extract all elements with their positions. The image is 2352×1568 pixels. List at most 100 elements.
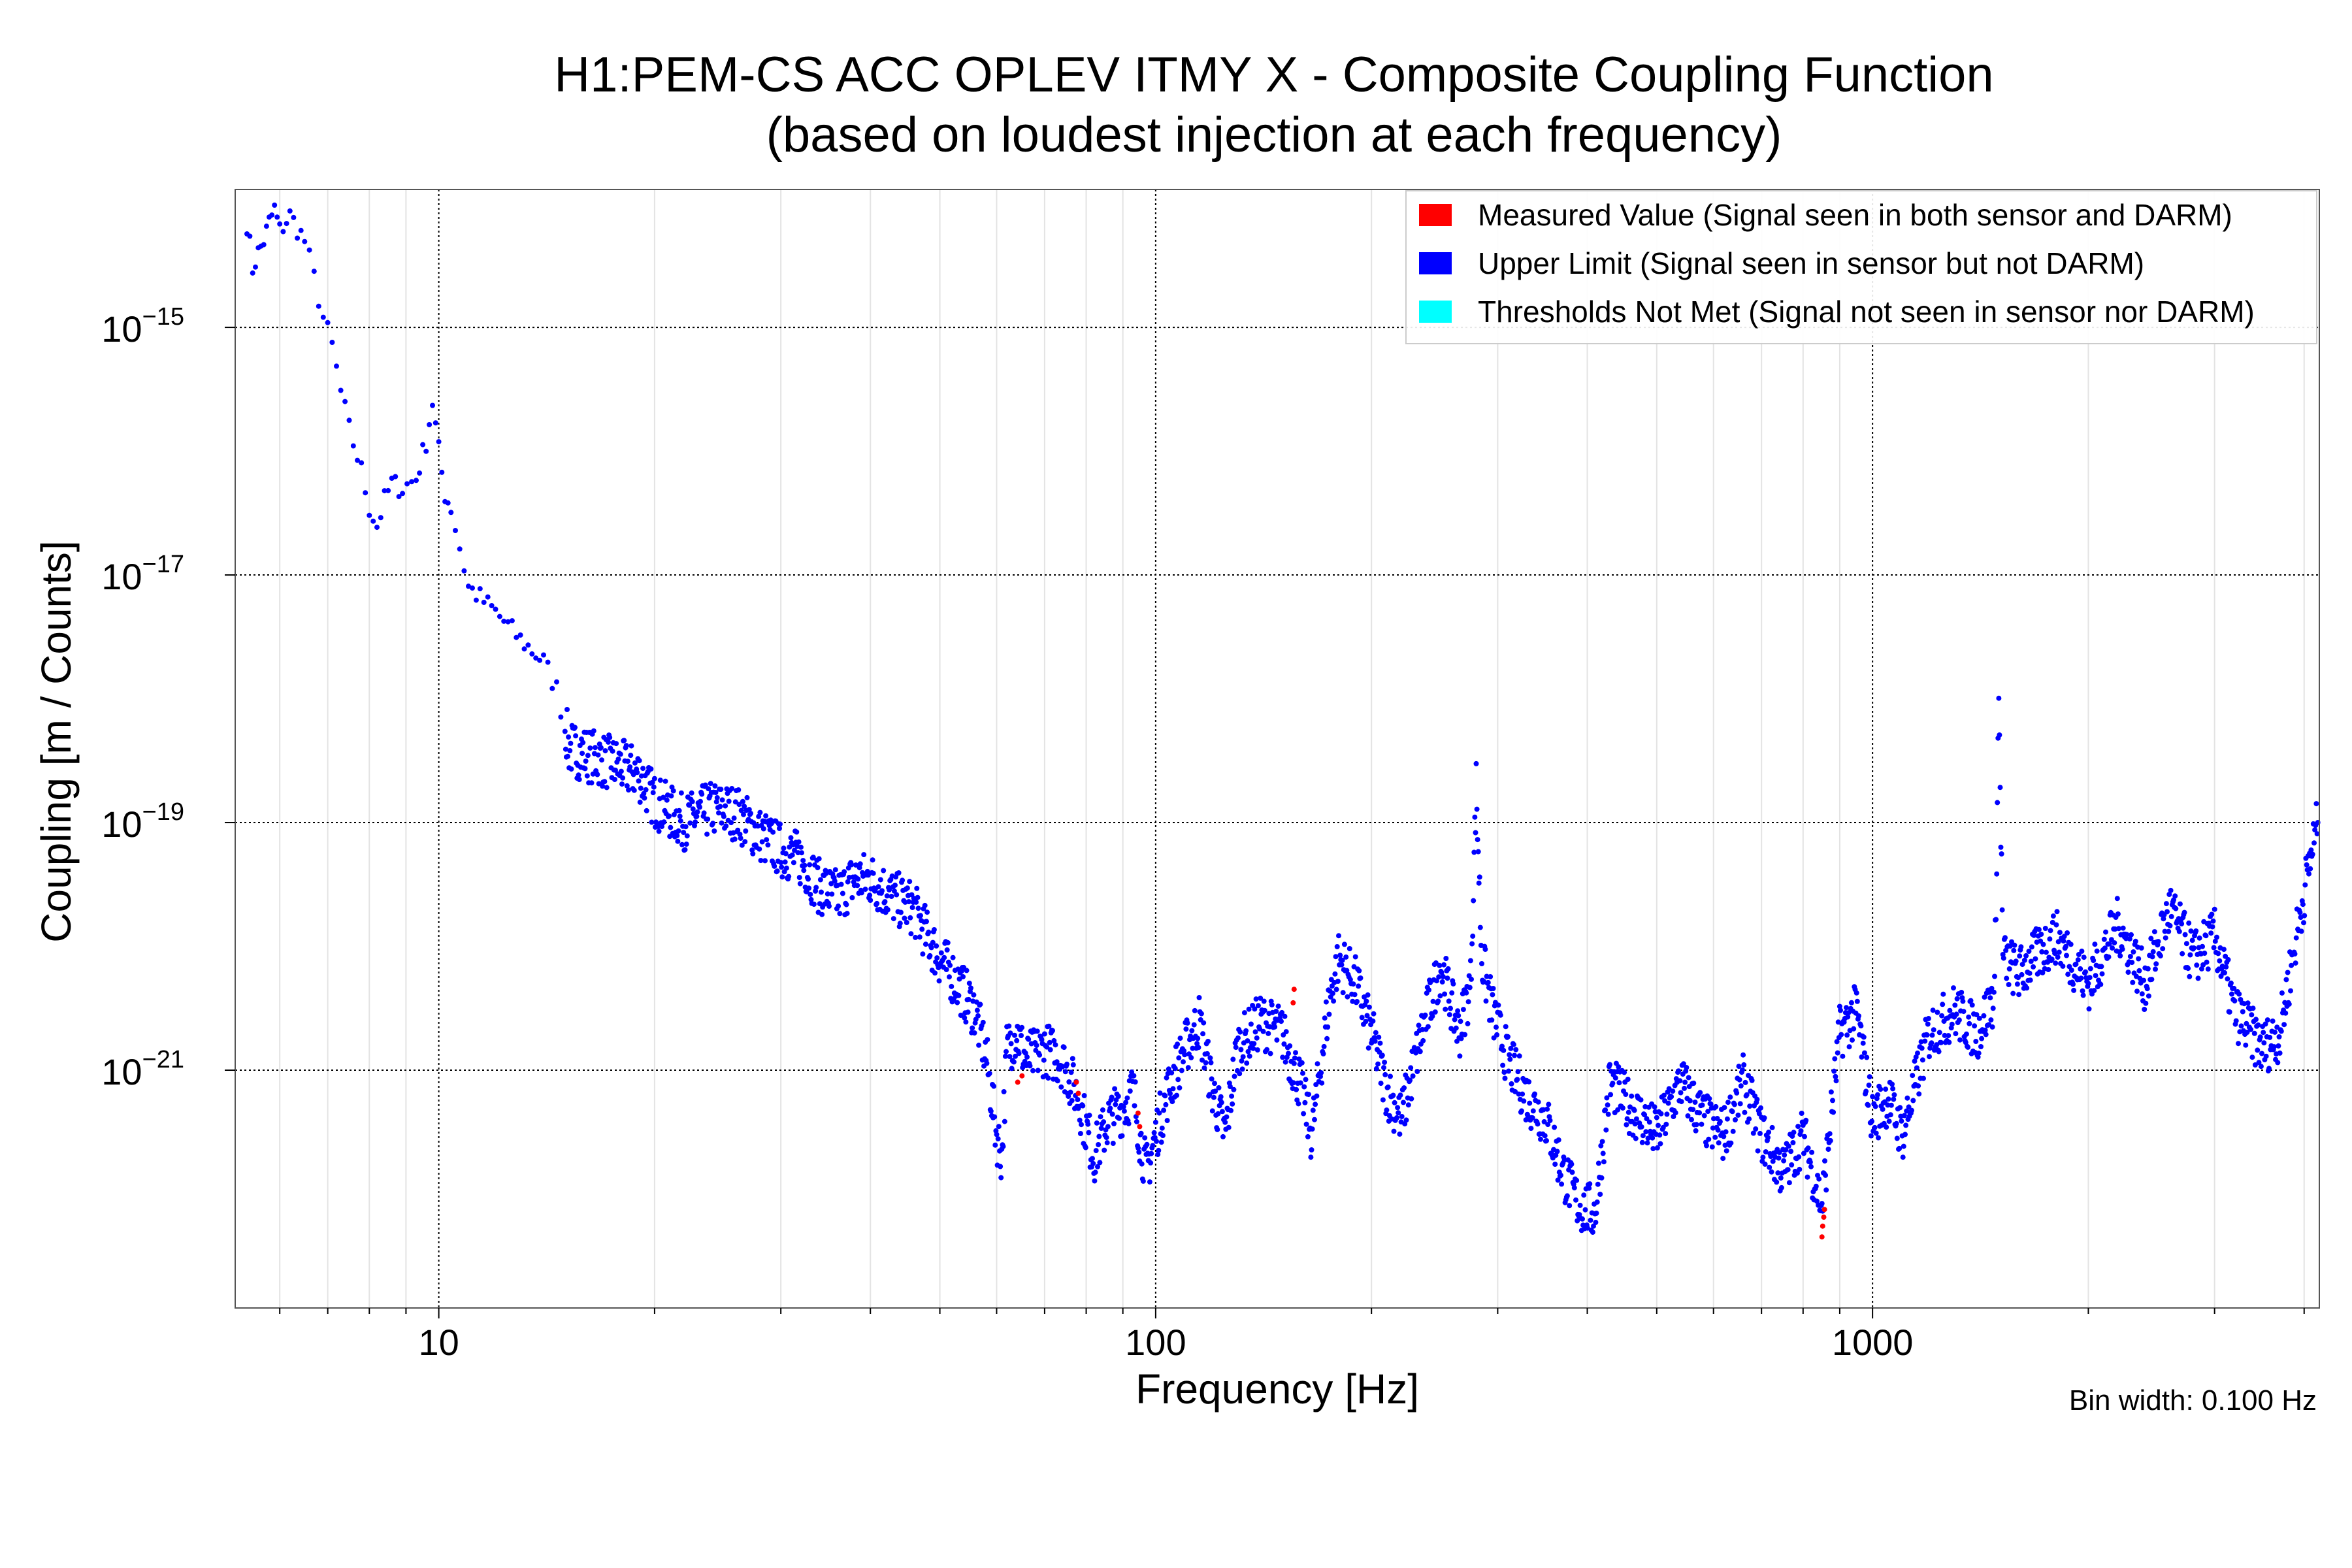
upper-limit-point <box>602 748 608 754</box>
upper-limit-point <box>466 583 471 589</box>
upper-limit-point <box>1925 1016 1931 1021</box>
upper-limit-point <box>1693 1122 1699 1128</box>
upper-limit-point <box>2236 991 2242 997</box>
upper-limit-point <box>968 985 973 991</box>
upper-limit-point <box>393 474 399 480</box>
upper-limit-point <box>1293 1050 1298 1056</box>
upper-limit-point <box>897 921 903 926</box>
upper-limit-point <box>427 422 433 427</box>
upper-limit-point <box>1495 1002 1501 1008</box>
upper-limit-point <box>615 757 621 762</box>
upper-limit-point <box>857 861 863 867</box>
upper-limit-point <box>1760 1154 1766 1160</box>
upper-limit-point <box>1756 1111 1762 1117</box>
upper-limit-point <box>862 887 868 892</box>
upper-limit-point <box>1449 990 1455 996</box>
upper-limit-point <box>624 783 630 789</box>
upper-limit-point <box>382 488 387 494</box>
upper-limit-point <box>1790 1140 1796 1145</box>
upper-limit-point <box>1222 1119 1228 1125</box>
measured-value-point <box>1019 1073 1025 1079</box>
upper-limit-point <box>1254 1035 1260 1041</box>
upper-limit-point <box>1096 1142 1102 1147</box>
upper-limit-point <box>975 1013 981 1019</box>
upper-limit-point <box>2166 928 2172 934</box>
upper-limit-point <box>1544 1138 1549 1143</box>
upper-limit-point <box>1034 1028 1040 1034</box>
upper-limit-point <box>567 748 573 753</box>
upper-limit-point <box>1181 1048 1187 1054</box>
upper-limit-point <box>1220 1134 1226 1139</box>
upper-limit-point <box>1859 1054 1865 1060</box>
upper-limit-point <box>2110 945 2115 951</box>
upper-limit-point <box>1593 1211 1599 1216</box>
upper-limit-point <box>2157 953 2163 959</box>
upper-limit-point <box>2293 935 2299 941</box>
upper-limit-point <box>320 314 326 320</box>
upper-limit-point <box>2228 980 2234 986</box>
upper-limit-point <box>1869 1119 1874 1124</box>
upper-limit-point <box>1981 1013 1987 1019</box>
upper-limit-point <box>591 728 596 734</box>
upper-limit-point <box>1785 1167 1791 1173</box>
upper-limit-point <box>2263 1053 2269 1059</box>
upper-limit-point <box>1469 941 1475 947</box>
upper-limit-point <box>1687 1098 1693 1103</box>
upper-limit-point <box>1169 1099 1175 1105</box>
upper-limit-point <box>1363 1019 1369 1024</box>
upper-limit-point <box>736 787 742 792</box>
upper-limit-point <box>1795 1124 1801 1130</box>
upper-limit-point <box>1633 1135 1639 1141</box>
upper-limit-point <box>642 795 647 801</box>
upper-limit-point <box>445 500 451 506</box>
upper-limit-point <box>689 799 695 804</box>
upper-limit-point <box>1391 1128 1397 1134</box>
upper-limit-point <box>1897 1105 1903 1111</box>
upper-limit-point <box>1758 1105 1763 1111</box>
upper-limit-point <box>772 863 777 869</box>
upper-limit-point <box>1081 1093 1087 1098</box>
upper-limit-point <box>1705 1109 1711 1115</box>
upper-limit-point <box>1026 1036 1032 1042</box>
upper-limit-point <box>1022 1050 1028 1056</box>
upper-limit-point <box>853 862 858 868</box>
y-tick-label: 10−15 <box>101 303 184 350</box>
upper-limit-point <box>650 790 656 796</box>
upper-limit-point <box>1416 1022 1422 1028</box>
upper-limit-point <box>269 212 275 218</box>
upper-limit-point <box>1999 907 2005 913</box>
upper-limit-point <box>2185 966 2191 972</box>
upper-limit-point <box>2189 938 2195 943</box>
upper-limit-point <box>2149 954 2155 960</box>
upper-limit-point <box>2288 988 2293 994</box>
upper-limit-point <box>2018 944 2024 950</box>
upper-limit-point <box>1382 1071 1388 1077</box>
upper-limit-point <box>1326 1011 1332 1017</box>
upper-limit-point <box>1709 1144 1715 1150</box>
upper-limit-point <box>648 766 654 772</box>
upper-limit-point <box>742 839 748 845</box>
upper-limit-point <box>970 1025 975 1031</box>
upper-limit-point <box>1401 1085 1407 1091</box>
upper-limit-point <box>2011 947 2017 953</box>
upper-limit-point <box>1388 1073 1393 1079</box>
upper-limit-point <box>342 399 348 404</box>
upper-limit-point <box>565 753 570 759</box>
upper-limit-point <box>1693 1128 1699 1134</box>
upper-limit-point <box>359 460 365 466</box>
upper-limit-point <box>1747 1103 1753 1109</box>
upper-limit-point <box>2271 1044 2277 1050</box>
upper-limit-point <box>1092 1169 1098 1175</box>
upper-limit-point <box>2255 1047 2261 1053</box>
upper-limit-point <box>1823 1172 1829 1178</box>
upper-limit-point <box>1686 1075 1691 1081</box>
upper-limit-point <box>1305 1134 1311 1139</box>
upper-limit-point <box>877 877 883 883</box>
upper-limit-point <box>311 269 317 274</box>
upper-limit-point <box>329 340 335 345</box>
upper-limit-point <box>2127 936 2132 942</box>
upper-limit-point <box>1546 1102 1552 1107</box>
upper-limit-point <box>1420 1037 1426 1043</box>
upper-limit-point <box>1410 1073 1416 1079</box>
